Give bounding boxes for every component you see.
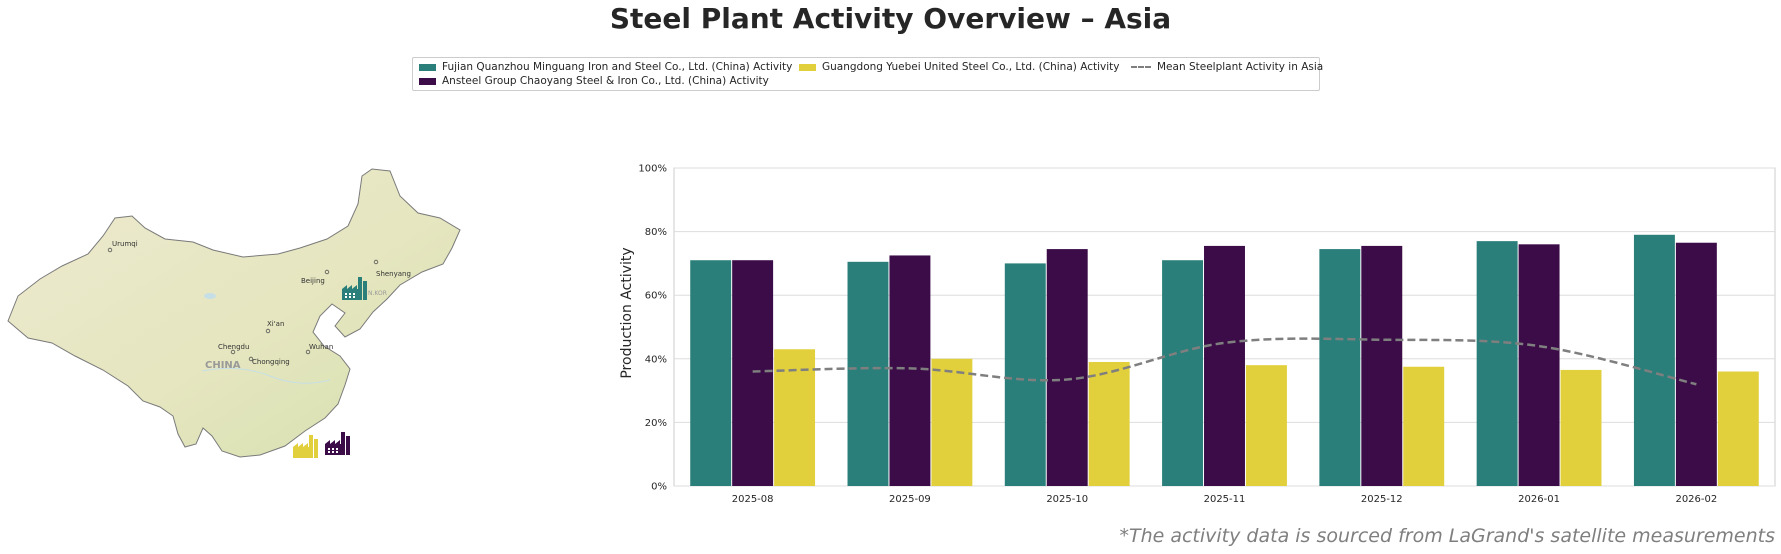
- source-note: *The activity data is sourced from LaGra…: [1119, 525, 1775, 547]
- bar-2025-08-s1: [732, 260, 774, 486]
- x-tick-label: 2025-10: [1046, 494, 1088, 505]
- country-label: CHINA: [205, 360, 241, 371]
- bar-2025-10-s0: [1004, 263, 1046, 486]
- bar-2025-11-s0: [1162, 260, 1204, 486]
- y-tick-label: 20%: [645, 418, 667, 429]
- city-dot-xian: [265, 328, 271, 334]
- legend-swatch-guangdong: [799, 63, 816, 71]
- legend-label-fujian: Fujian Quanzhou Minguang Iron and Steel …: [442, 61, 793, 73]
- y-axis-label: Production Activity: [619, 247, 635, 378]
- chart-title: Steel Plant Activity Overview – Asia: [609, 2, 1172, 35]
- bar-2026-02-s1: [1675, 242, 1717, 486]
- legend-label-mean: Mean Steelplant Activity in Asia: [1157, 61, 1324, 73]
- bar-2026-02-s0: [1633, 234, 1675, 486]
- y-tick-label: 80%: [645, 227, 667, 238]
- city-dot-beijing: [324, 269, 330, 275]
- bar-2025-09-s0: [847, 261, 889, 486]
- legend-item-fujian: Fujian Quanzhou Minguang Iron and Steel …: [419, 61, 792, 73]
- lake-mark: [204, 293, 216, 299]
- city-dot-wuhan: [305, 349, 311, 355]
- factory-icon: [293, 435, 318, 458]
- y-tick-label: 40%: [645, 354, 667, 365]
- y-tick-label: 60%: [645, 291, 667, 302]
- factory-icon: [325, 432, 350, 455]
- legend-swatch-mean: [1131, 66, 1151, 68]
- bar-2025-11-s2: [1245, 365, 1287, 486]
- y-tick-label: 100%: [638, 164, 667, 175]
- legend-item-ansteel: Ansteel Group Chaoyang Steel & Iron Co.,…: [419, 75, 769, 87]
- bar-2025-12-s0: [1319, 249, 1361, 486]
- city-label-urumqi: Urumqi: [112, 240, 138, 248]
- mean-activity-line: [752, 337, 1697, 386]
- x-tick-label: 2026-01: [1518, 494, 1560, 505]
- city-label-chongqing: Chongqing: [252, 358, 290, 366]
- legend-item-guangdong: Guangdong Yuebei United Steel Co., Ltd. …: [799, 61, 1119, 73]
- china-map: Urumqi Beijing Shenyang Xi'an Chengdu Ch…: [7, 168, 461, 458]
- bar-2025-08-s2: [774, 349, 816, 486]
- bar-2026-02-s2: [1717, 371, 1759, 486]
- city-label-beijing: Beijing: [301, 277, 325, 285]
- x-tick-label: 2026-02: [1675, 494, 1717, 505]
- legend-swatch-ansteel: [419, 77, 436, 85]
- bar-2025-10-s2: [1088, 361, 1130, 486]
- bar-2026-01-s0: [1476, 241, 1518, 486]
- y-tick-label: 0%: [651, 482, 667, 493]
- bar-2026-01-s2: [1560, 369, 1602, 486]
- bar-2025-11-s1: [1204, 245, 1245, 486]
- city-dot-chengdu: [230, 349, 236, 355]
- chart-legend: Fujian Quanzhou Minguang Iron and Steel …: [412, 57, 1323, 91]
- x-tick-label: 2025-11: [1204, 494, 1246, 505]
- china-outline: [7, 168, 461, 458]
- bar-2025-08-s0: [690, 260, 732, 486]
- legend-swatch-fujian: [419, 63, 436, 71]
- city-label-wuhan: Wuhan: [309, 343, 333, 351]
- x-tick-label: 2025-09: [889, 494, 931, 505]
- activity-bar-chart: 0% 20% 40% 60% 80% 100% 2025-08 2025-09 2025-10 2…: [619, 164, 1776, 505]
- factory-icon: [342, 277, 367, 300]
- legend-label-ansteel: Ansteel Group Chaoyang Steel & Iron Co.,…: [442, 75, 769, 87]
- bar-2025-10-s1: [1046, 249, 1088, 486]
- city-dot-urumqi: [107, 247, 113, 253]
- bar-2025-12-s2: [1403, 366, 1445, 486]
- legend-item-mean: Mean Steelplant Activity in Asia: [1131, 61, 1323, 73]
- bar-2025-12-s1: [1361, 245, 1403, 486]
- city-label-xian: Xi'an: [267, 320, 284, 328]
- x-tick-label: 2025-12: [1361, 494, 1403, 505]
- x-tick-label: 2025-08: [732, 494, 774, 505]
- bar-2026-01-s1: [1518, 244, 1560, 486]
- nkorea-label: N.KOR: [368, 290, 387, 297]
- city-label-shenyang: Shenyang: [376, 270, 411, 278]
- city-dot-chongqing: [248, 356, 254, 362]
- city-dot-shenyang: [373, 259, 379, 265]
- city-label-chengdu: Chengdu: [218, 343, 249, 351]
- legend-label-guangdong: Guangdong Yuebei United Steel Co., Ltd. …: [822, 61, 1120, 73]
- bar-2025-09-s2: [931, 358, 973, 486]
- river-mark: [201, 367, 331, 384]
- bar-2025-09-s1: [889, 255, 931, 486]
